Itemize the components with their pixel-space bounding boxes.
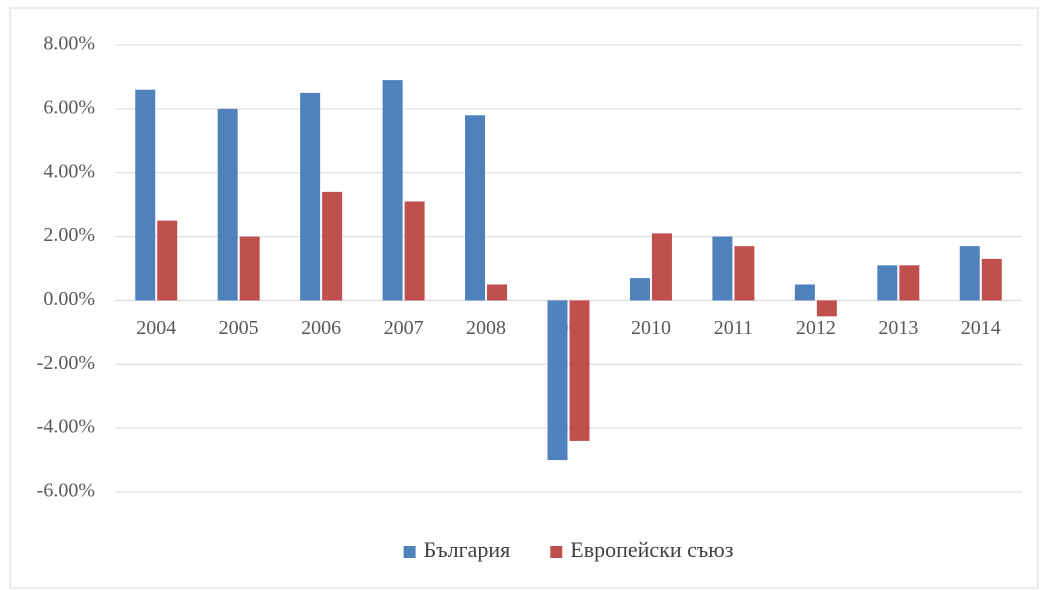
chart-border: [9, 7, 1039, 589]
bar: [569, 300, 590, 441]
bar: [651, 233, 672, 301]
y-tick-label: -6.00%: [37, 480, 95, 502]
y-tick-label: -2.00%: [37, 352, 95, 374]
legend-swatch: [403, 546, 416, 558]
x-tick-label: 2004: [136, 317, 176, 339]
bar: [157, 220, 178, 301]
x-tick-label: 2008: [466, 317, 506, 339]
x-tick-label: 2007: [384, 317, 424, 339]
legend-label: България: [424, 537, 511, 562]
y-tick-label: 8.00%: [43, 33, 95, 55]
x-tick-label: 2005: [219, 317, 259, 339]
bar: [465, 115, 486, 301]
bar: [300, 92, 321, 301]
x-tick-label: 2011: [714, 317, 753, 339]
x-tick-label: 2014: [961, 317, 1001, 339]
x-tick-label: 2013: [878, 317, 918, 339]
bar: [322, 191, 343, 301]
y-tick-label: -4.00%: [37, 416, 95, 438]
y-tick-label: 6.00%: [43, 96, 95, 118]
y-tick-label: 2.00%: [43, 224, 95, 246]
legend-swatch: [550, 546, 563, 558]
y-tick-label: 4.00%: [43, 160, 95, 182]
bar: [239, 236, 260, 301]
bar: [547, 300, 568, 461]
bar: [712, 236, 733, 301]
bar: [899, 265, 920, 301]
bar: [629, 278, 650, 301]
x-tick-label: 2006: [301, 317, 341, 339]
bar: [487, 284, 508, 301]
bar: [981, 258, 1002, 301]
legend-label: Европейски съюз: [570, 537, 733, 562]
x-tick-label: 2010: [631, 317, 671, 339]
bar: [135, 89, 156, 301]
bar: [959, 246, 980, 301]
bar: [404, 201, 425, 301]
bar: [816, 300, 837, 317]
y-tick-label: 0.00%: [43, 288, 95, 310]
bar: [734, 246, 755, 301]
bar: [382, 80, 403, 301]
x-tick-label: 2012: [796, 317, 836, 339]
bar: [217, 108, 238, 301]
bar: [877, 265, 898, 301]
bar: [794, 284, 815, 301]
